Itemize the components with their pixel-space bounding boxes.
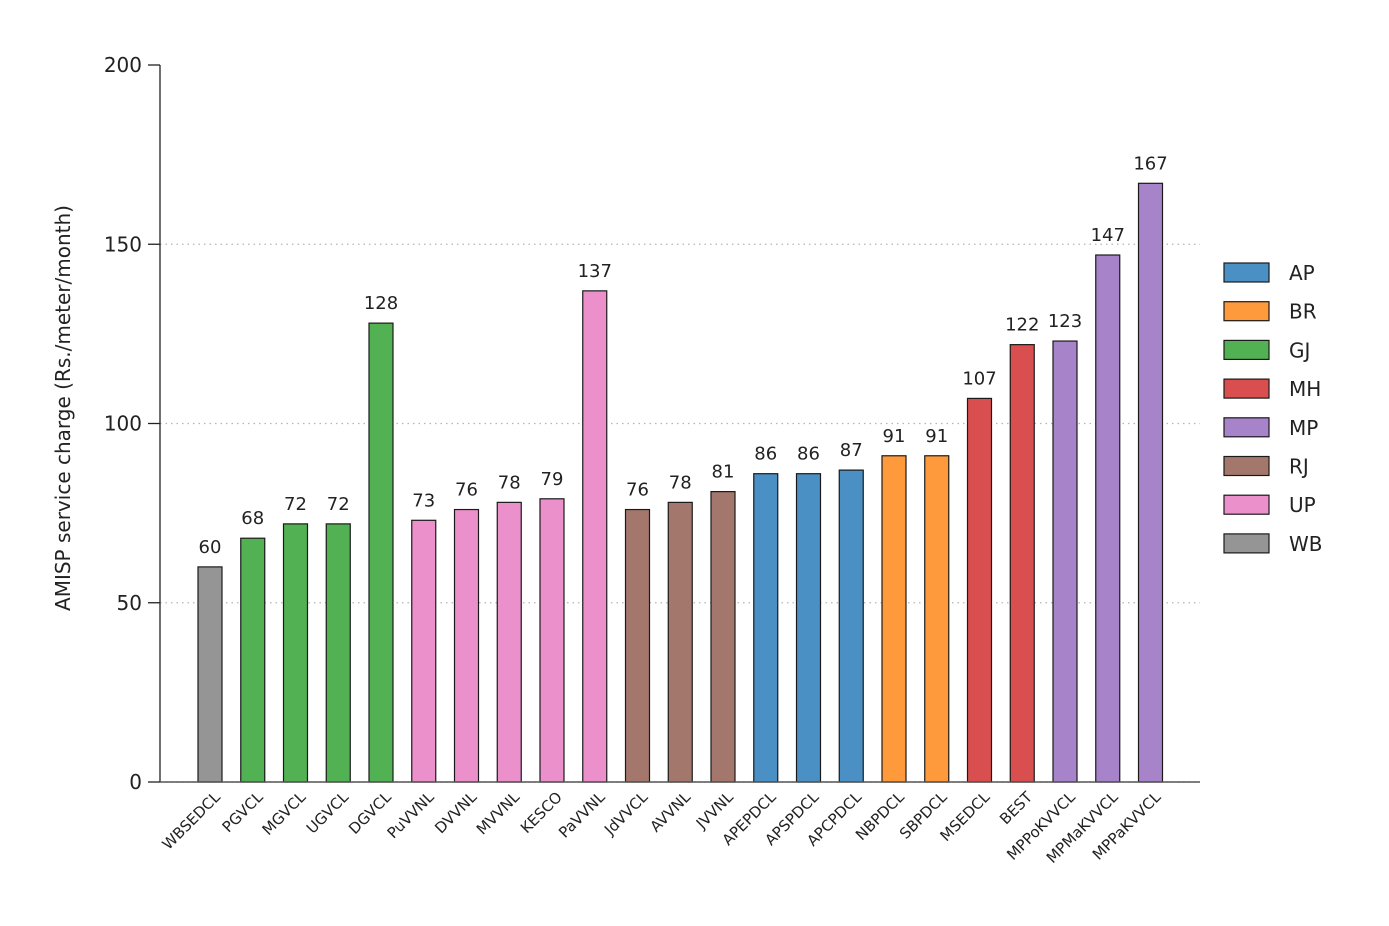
bar <box>966 397 993 783</box>
bar <box>838 469 864 783</box>
legend-label: BR <box>1289 300 1317 324</box>
x-tick-label: DVVNL <box>431 788 481 838</box>
bar <box>1052 340 1078 783</box>
bar <box>240 537 266 783</box>
legend-label: AP <box>1289 261 1315 285</box>
legend-label: GJ <box>1289 338 1310 362</box>
legend-swatch <box>1223 494 1270 515</box>
x-tick-label: WBSEDCL <box>159 788 225 854</box>
data-label: 68 <box>241 508 264 529</box>
data-label: 167 <box>1133 153 1167 174</box>
x-tick-label: BEST <box>996 788 1037 829</box>
data-label: 78 <box>669 472 692 493</box>
bar <box>624 508 651 783</box>
y-tick-label: 50 <box>117 591 142 615</box>
data-label: 91 <box>883 426 906 447</box>
data-label: 73 <box>412 490 435 511</box>
bar <box>282 523 309 783</box>
legend-swatch <box>1223 301 1270 322</box>
bar <box>325 523 351 783</box>
y-axis: 0 50 100 150 200 <box>104 53 161 794</box>
data-label: 78 <box>498 472 521 493</box>
data-label: 91 <box>925 426 948 447</box>
y-axis-title: AMISP service charge (Rs./meter/month) <box>51 205 75 611</box>
bars <box>197 182 1164 783</box>
data-label: 76 <box>626 480 649 501</box>
legend-swatch <box>1223 378 1270 399</box>
legend-swatch <box>1223 339 1270 360</box>
bar <box>1137 182 1164 783</box>
legend-swatch <box>1223 533 1270 554</box>
data-label: 128 <box>364 293 398 314</box>
data-label: 87 <box>840 440 863 461</box>
bar <box>924 455 950 783</box>
legend: AP BR GJ MH MP RJ UP WB <box>1223 261 1323 556</box>
legend-swatch <box>1223 455 1270 477</box>
x-tick-label: PaVVNL <box>555 788 609 842</box>
data-label: 122 <box>1005 315 1039 336</box>
legend-label: RJ <box>1289 455 1309 479</box>
bar <box>795 473 822 783</box>
data-label: 72 <box>284 494 307 515</box>
bar <box>539 498 565 783</box>
bar <box>496 501 522 783</box>
data-label: 137 <box>578 261 612 282</box>
x-tick-label: PuVVNL <box>384 788 438 842</box>
bar <box>667 501 693 783</box>
bar <box>368 322 394 783</box>
data-label: 76 <box>455 480 478 501</box>
data-label: 86 <box>754 444 777 465</box>
x-tick-label: PGVCL <box>219 788 267 836</box>
x-tick-label: MVVNL <box>473 788 524 839</box>
y-tick-label: 200 <box>104 53 142 77</box>
data-label: 81 <box>712 462 735 483</box>
data-label: 107 <box>962 368 996 389</box>
bar <box>197 566 223 783</box>
y-tick-label: 0 <box>129 770 142 794</box>
legend-label: WB <box>1289 532 1323 556</box>
bar <box>411 519 437 783</box>
bar <box>453 508 480 783</box>
bar <box>1009 344 1035 783</box>
data-label: 147 <box>1091 225 1125 246</box>
x-tick-label: MGVCL <box>259 788 310 839</box>
legend-swatch <box>1223 417 1270 438</box>
bar <box>710 491 736 783</box>
legend-label: MH <box>1289 377 1321 401</box>
y-tick-label: 100 <box>104 412 142 436</box>
legend-swatch <box>1223 262 1270 283</box>
bar <box>1095 254 1121 783</box>
bar <box>881 455 907 783</box>
x-tick-label: NBPDCL <box>852 788 908 844</box>
y-tick-label: 150 <box>104 232 142 256</box>
bar <box>753 473 779 783</box>
bar <box>582 290 608 783</box>
data-label: 123 <box>1048 311 1082 332</box>
data-label: 72 <box>327 494 350 515</box>
legend-label: MP <box>1289 416 1318 440</box>
x-tick-label: JdVVCL <box>600 788 652 840</box>
x-axis: WBSEDCLPGVCLMGVCLUGVCLDGVCLPuVVNLDVVNLMV… <box>159 781 1200 867</box>
data-labels: 60 68 72 72 128 73 76 78 79 137 76 78 81 86 86 87 91 91 10… <box>199 153 1168 558</box>
x-tick-label: AVVNL <box>646 788 694 836</box>
legend-label: UP <box>1289 493 1316 517</box>
data-label: 86 <box>797 444 820 465</box>
data-label: 79 <box>541 469 564 490</box>
data-label: 60 <box>199 537 222 558</box>
x-tick-label: UGVCL <box>303 788 353 838</box>
